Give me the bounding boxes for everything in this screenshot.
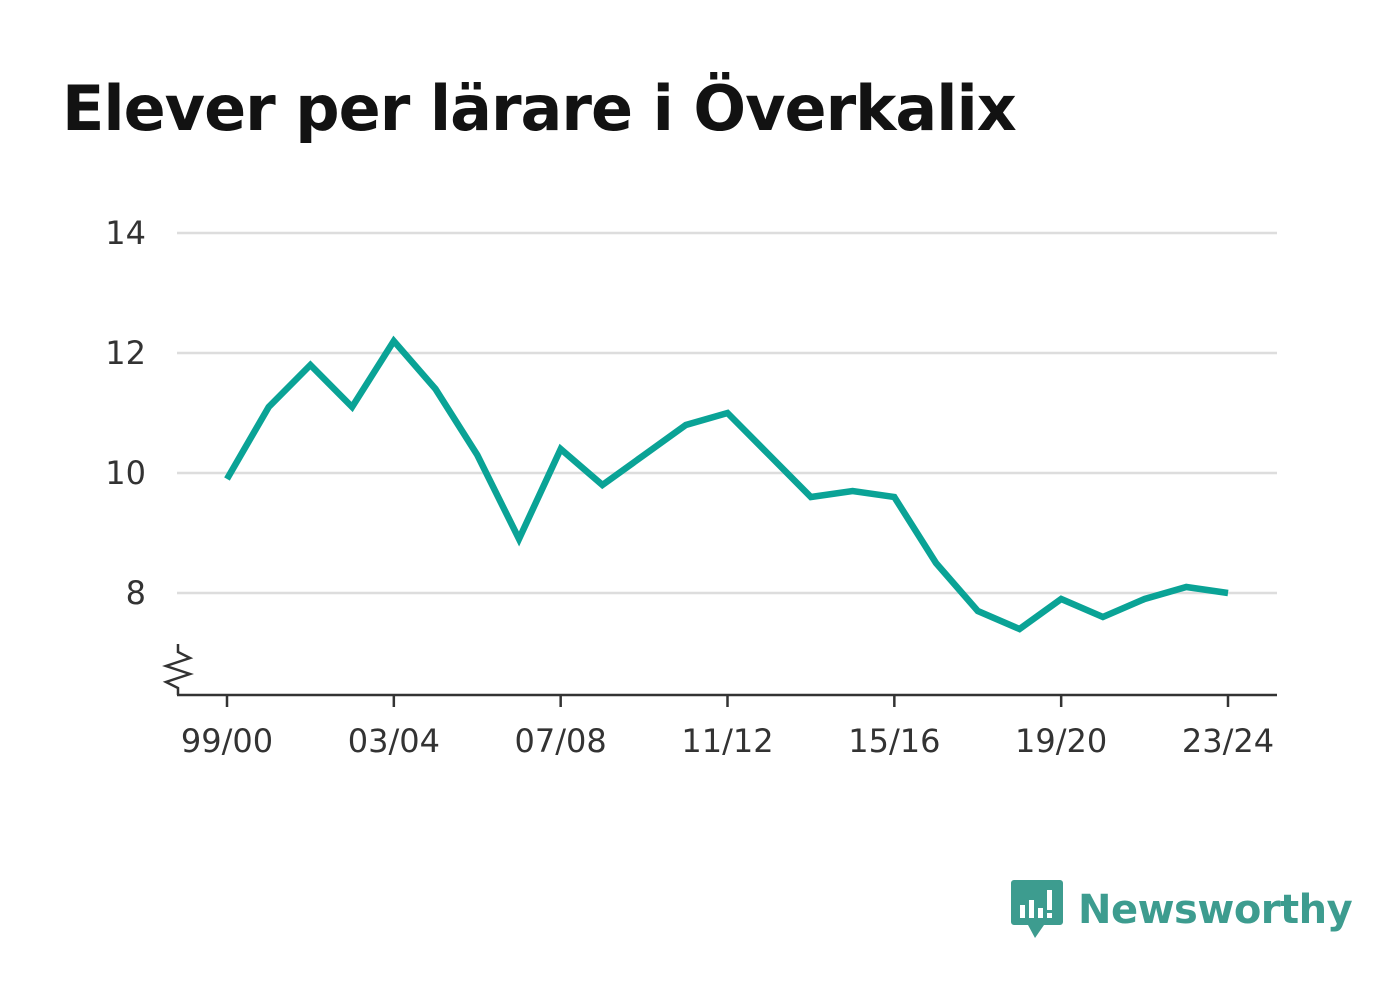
y-tick-label: 12	[105, 334, 146, 372]
page-title: Elever per lärare i Överkalix	[62, 72, 1017, 145]
y-tick-label: 8	[126, 574, 146, 612]
gridlines	[177, 231, 1277, 595]
series	[224, 335, 1229, 633]
brand-logo: Newsworthy	[1010, 878, 1353, 942]
x-tick-label: 15/16	[848, 722, 940, 760]
x-tick-label: 11/12	[681, 722, 773, 760]
x-tick-label: 07/08	[515, 722, 607, 760]
brand-name: Newsworthy	[1078, 887, 1353, 933]
y-axis-break-marker	[162, 644, 194, 695]
newsworthy-logo-icon	[1011, 880, 1063, 938]
x-axis	[162, 644, 1277, 707]
y-axis-tick-labels: 8 10 12 14	[105, 214, 146, 612]
x-tick-label: 23/24	[1182, 722, 1274, 760]
y-tick-label: 10	[105, 454, 146, 492]
x-axis-tick-labels: 99/00 03/04 07/08 11/12 15/16 19/20 23/24	[181, 722, 1274, 760]
x-tick-label: 19/20	[1015, 722, 1107, 760]
series-line	[224, 335, 1229, 633]
x-tick-label: 03/04	[348, 722, 440, 760]
y-tick-label: 14	[105, 214, 146, 252]
x-tick-label: 99/00	[181, 722, 273, 760]
